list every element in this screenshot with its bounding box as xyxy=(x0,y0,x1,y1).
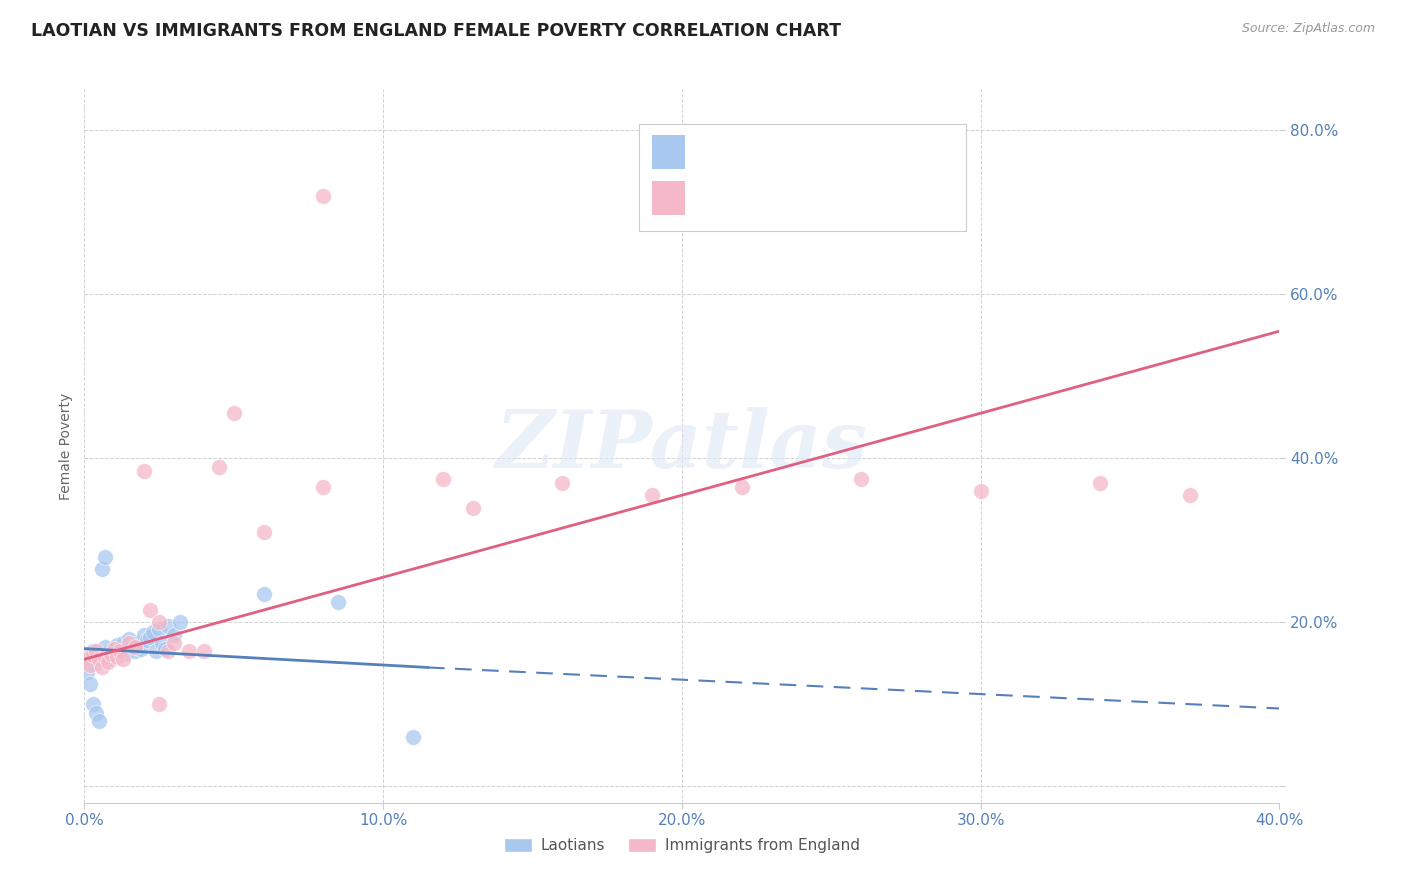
Point xyxy=(105,638,128,652)
Point xyxy=(731,480,754,494)
Text: R =: R = xyxy=(697,190,731,205)
Point xyxy=(132,464,156,478)
Point xyxy=(118,636,141,650)
Point xyxy=(127,636,149,650)
Point xyxy=(157,619,180,633)
Point xyxy=(150,636,173,650)
Point xyxy=(115,646,138,660)
Text: 0.533: 0.533 xyxy=(725,190,773,205)
Point xyxy=(177,644,200,658)
Point xyxy=(208,459,231,474)
Point xyxy=(86,644,108,658)
Point xyxy=(139,630,162,644)
Point xyxy=(121,640,143,654)
Point xyxy=(86,657,108,671)
Point xyxy=(94,649,117,664)
Point xyxy=(76,665,98,679)
Point xyxy=(91,562,114,576)
Point xyxy=(136,633,159,648)
Text: -0.103: -0.103 xyxy=(725,145,780,160)
Point xyxy=(157,644,180,658)
Point xyxy=(163,636,186,650)
Point xyxy=(193,644,215,658)
Point xyxy=(129,641,152,656)
Point xyxy=(94,640,117,654)
Point xyxy=(124,644,146,658)
Point xyxy=(148,622,170,636)
Point xyxy=(89,649,111,664)
Text: 40: 40 xyxy=(799,145,820,160)
Point xyxy=(851,472,873,486)
Point xyxy=(89,652,111,666)
Point xyxy=(110,644,132,658)
Point xyxy=(82,698,104,712)
Point xyxy=(105,649,128,664)
Point xyxy=(97,652,120,666)
Legend: Laotians, Immigrants from England: Laotians, Immigrants from England xyxy=(498,831,866,859)
Point xyxy=(112,652,135,666)
Point xyxy=(82,644,104,658)
Point xyxy=(1178,488,1201,502)
Text: ZIPatlas: ZIPatlas xyxy=(496,408,868,484)
Point xyxy=(148,698,170,712)
Point xyxy=(89,714,111,728)
Point xyxy=(100,647,122,661)
Text: Source: ZipAtlas.com: Source: ZipAtlas.com xyxy=(1241,22,1375,36)
Point xyxy=(253,525,276,540)
Point xyxy=(312,480,335,494)
Point xyxy=(103,641,125,656)
Point xyxy=(222,406,245,420)
Point xyxy=(169,615,191,630)
Y-axis label: Female Poverty: Female Poverty xyxy=(59,392,73,500)
Point xyxy=(312,189,335,203)
Point xyxy=(110,641,132,656)
Point xyxy=(94,549,117,564)
Text: N =: N = xyxy=(769,145,803,160)
Text: N =: N = xyxy=(769,190,803,205)
Point xyxy=(91,660,114,674)
Point xyxy=(142,625,165,640)
Point xyxy=(132,627,156,641)
Point xyxy=(1090,475,1112,490)
Point xyxy=(79,658,101,673)
Point xyxy=(103,644,125,658)
Point xyxy=(112,636,135,650)
Point xyxy=(76,652,98,666)
Point xyxy=(970,484,993,499)
Point xyxy=(97,655,120,669)
Point xyxy=(100,648,122,662)
Point xyxy=(86,706,108,720)
Point xyxy=(82,648,104,662)
Point xyxy=(79,648,101,662)
Point xyxy=(328,595,350,609)
Point xyxy=(91,647,114,661)
Point xyxy=(153,641,176,656)
Point xyxy=(461,500,484,515)
Point xyxy=(402,730,425,744)
Point xyxy=(641,488,664,502)
Text: R =: R = xyxy=(697,145,731,160)
Point xyxy=(163,627,186,641)
Point xyxy=(79,677,101,691)
Point xyxy=(551,475,574,490)
Point xyxy=(76,652,98,666)
Text: 37: 37 xyxy=(799,190,820,205)
Point xyxy=(145,644,167,658)
Point xyxy=(139,603,162,617)
Point xyxy=(148,615,170,630)
Text: LAOTIAN VS IMMIGRANTS FROM ENGLAND FEMALE POVERTY CORRELATION CHART: LAOTIAN VS IMMIGRANTS FROM ENGLAND FEMAL… xyxy=(31,22,841,40)
Point xyxy=(432,472,454,486)
Point xyxy=(118,632,141,646)
Point xyxy=(124,640,146,654)
Point xyxy=(253,587,276,601)
